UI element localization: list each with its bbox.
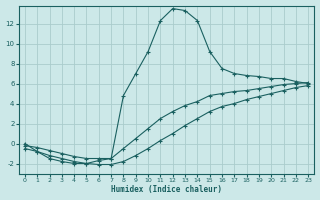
X-axis label: Humidex (Indice chaleur): Humidex (Indice chaleur) (111, 185, 222, 194)
